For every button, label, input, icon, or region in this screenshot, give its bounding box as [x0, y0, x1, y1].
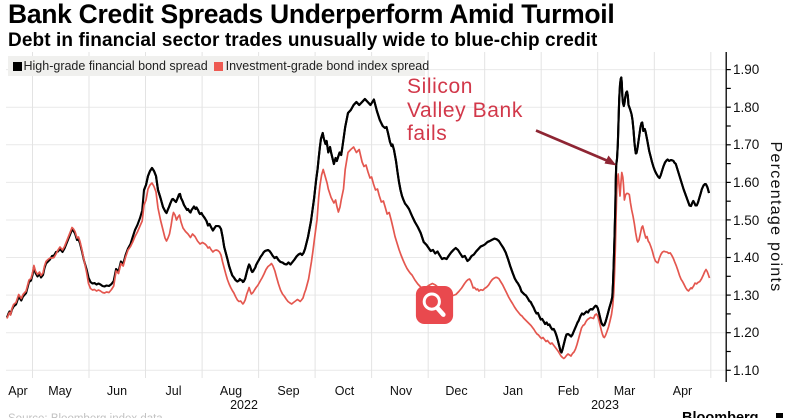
svg-text:Percentage points: Percentage points [767, 141, 784, 292]
